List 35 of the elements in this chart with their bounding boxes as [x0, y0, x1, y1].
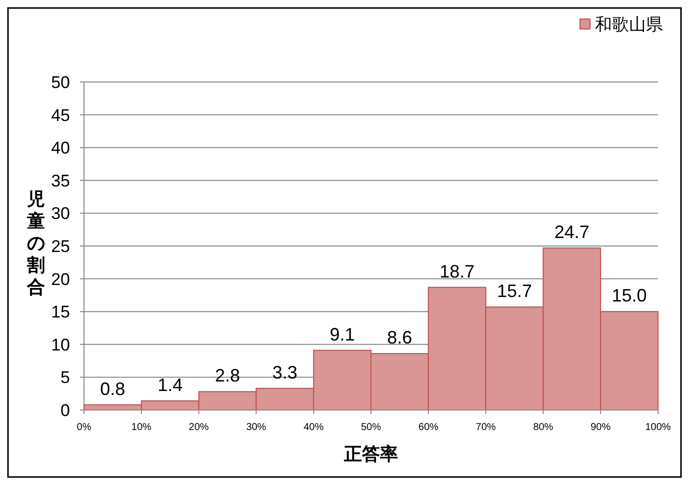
data-label: 0.8 [100, 378, 126, 399]
x-tick-label: 10% [131, 422, 152, 433]
y-tick-label: 25 [51, 237, 70, 256]
y-tick-label: 15 [51, 302, 70, 322]
data-label: 8.6 [387, 328, 412, 348]
x-tick-label: 0% [76, 422, 92, 433]
y-tick-label: 0 [60, 401, 70, 420]
y-tick-label: 10 [51, 335, 70, 354]
y-tick-label: 5 [60, 368, 70, 388]
y-tick-label: 50 [51, 73, 70, 92]
data-label: 18.7 [440, 261, 475, 282]
y-tick-label: 35 [51, 171, 70, 190]
y-tick-label: 20 [51, 270, 70, 289]
y-axis-title: 児童の割合 [26, 189, 45, 297]
x-tick-label: 40% [304, 422, 324, 433]
x-axis-title: 正答率 [343, 444, 398, 464]
x-tick-label: 60% [418, 422, 439, 433]
x-tick-label: 100% [645, 422, 671, 433]
data-label: 2.8 [214, 366, 240, 386]
y-tick-label: 40 [51, 138, 70, 158]
x-tick-label: 20% [188, 422, 209, 433]
data-label: 15.0 [612, 286, 647, 306]
x-tick-label: 50% [360, 422, 382, 433]
data-label: 1.4 [158, 374, 183, 395]
data-label: 15.7 [496, 281, 532, 302]
data-label: 3.3 [272, 362, 298, 382]
x-tick-label: 80% [533, 422, 554, 433]
legend-label: 和歌山県 [595, 15, 663, 34]
x-tick-label: 70% [476, 422, 496, 433]
y-tick-label: 45 [51, 106, 70, 125]
y-tick-label: 30 [51, 204, 70, 224]
x-tick-label: 30% [246, 422, 266, 433]
data-label: 9.1 [330, 324, 355, 344]
x-tick-label: 90% [590, 422, 611, 433]
data-label: 24.7 [554, 222, 590, 242]
